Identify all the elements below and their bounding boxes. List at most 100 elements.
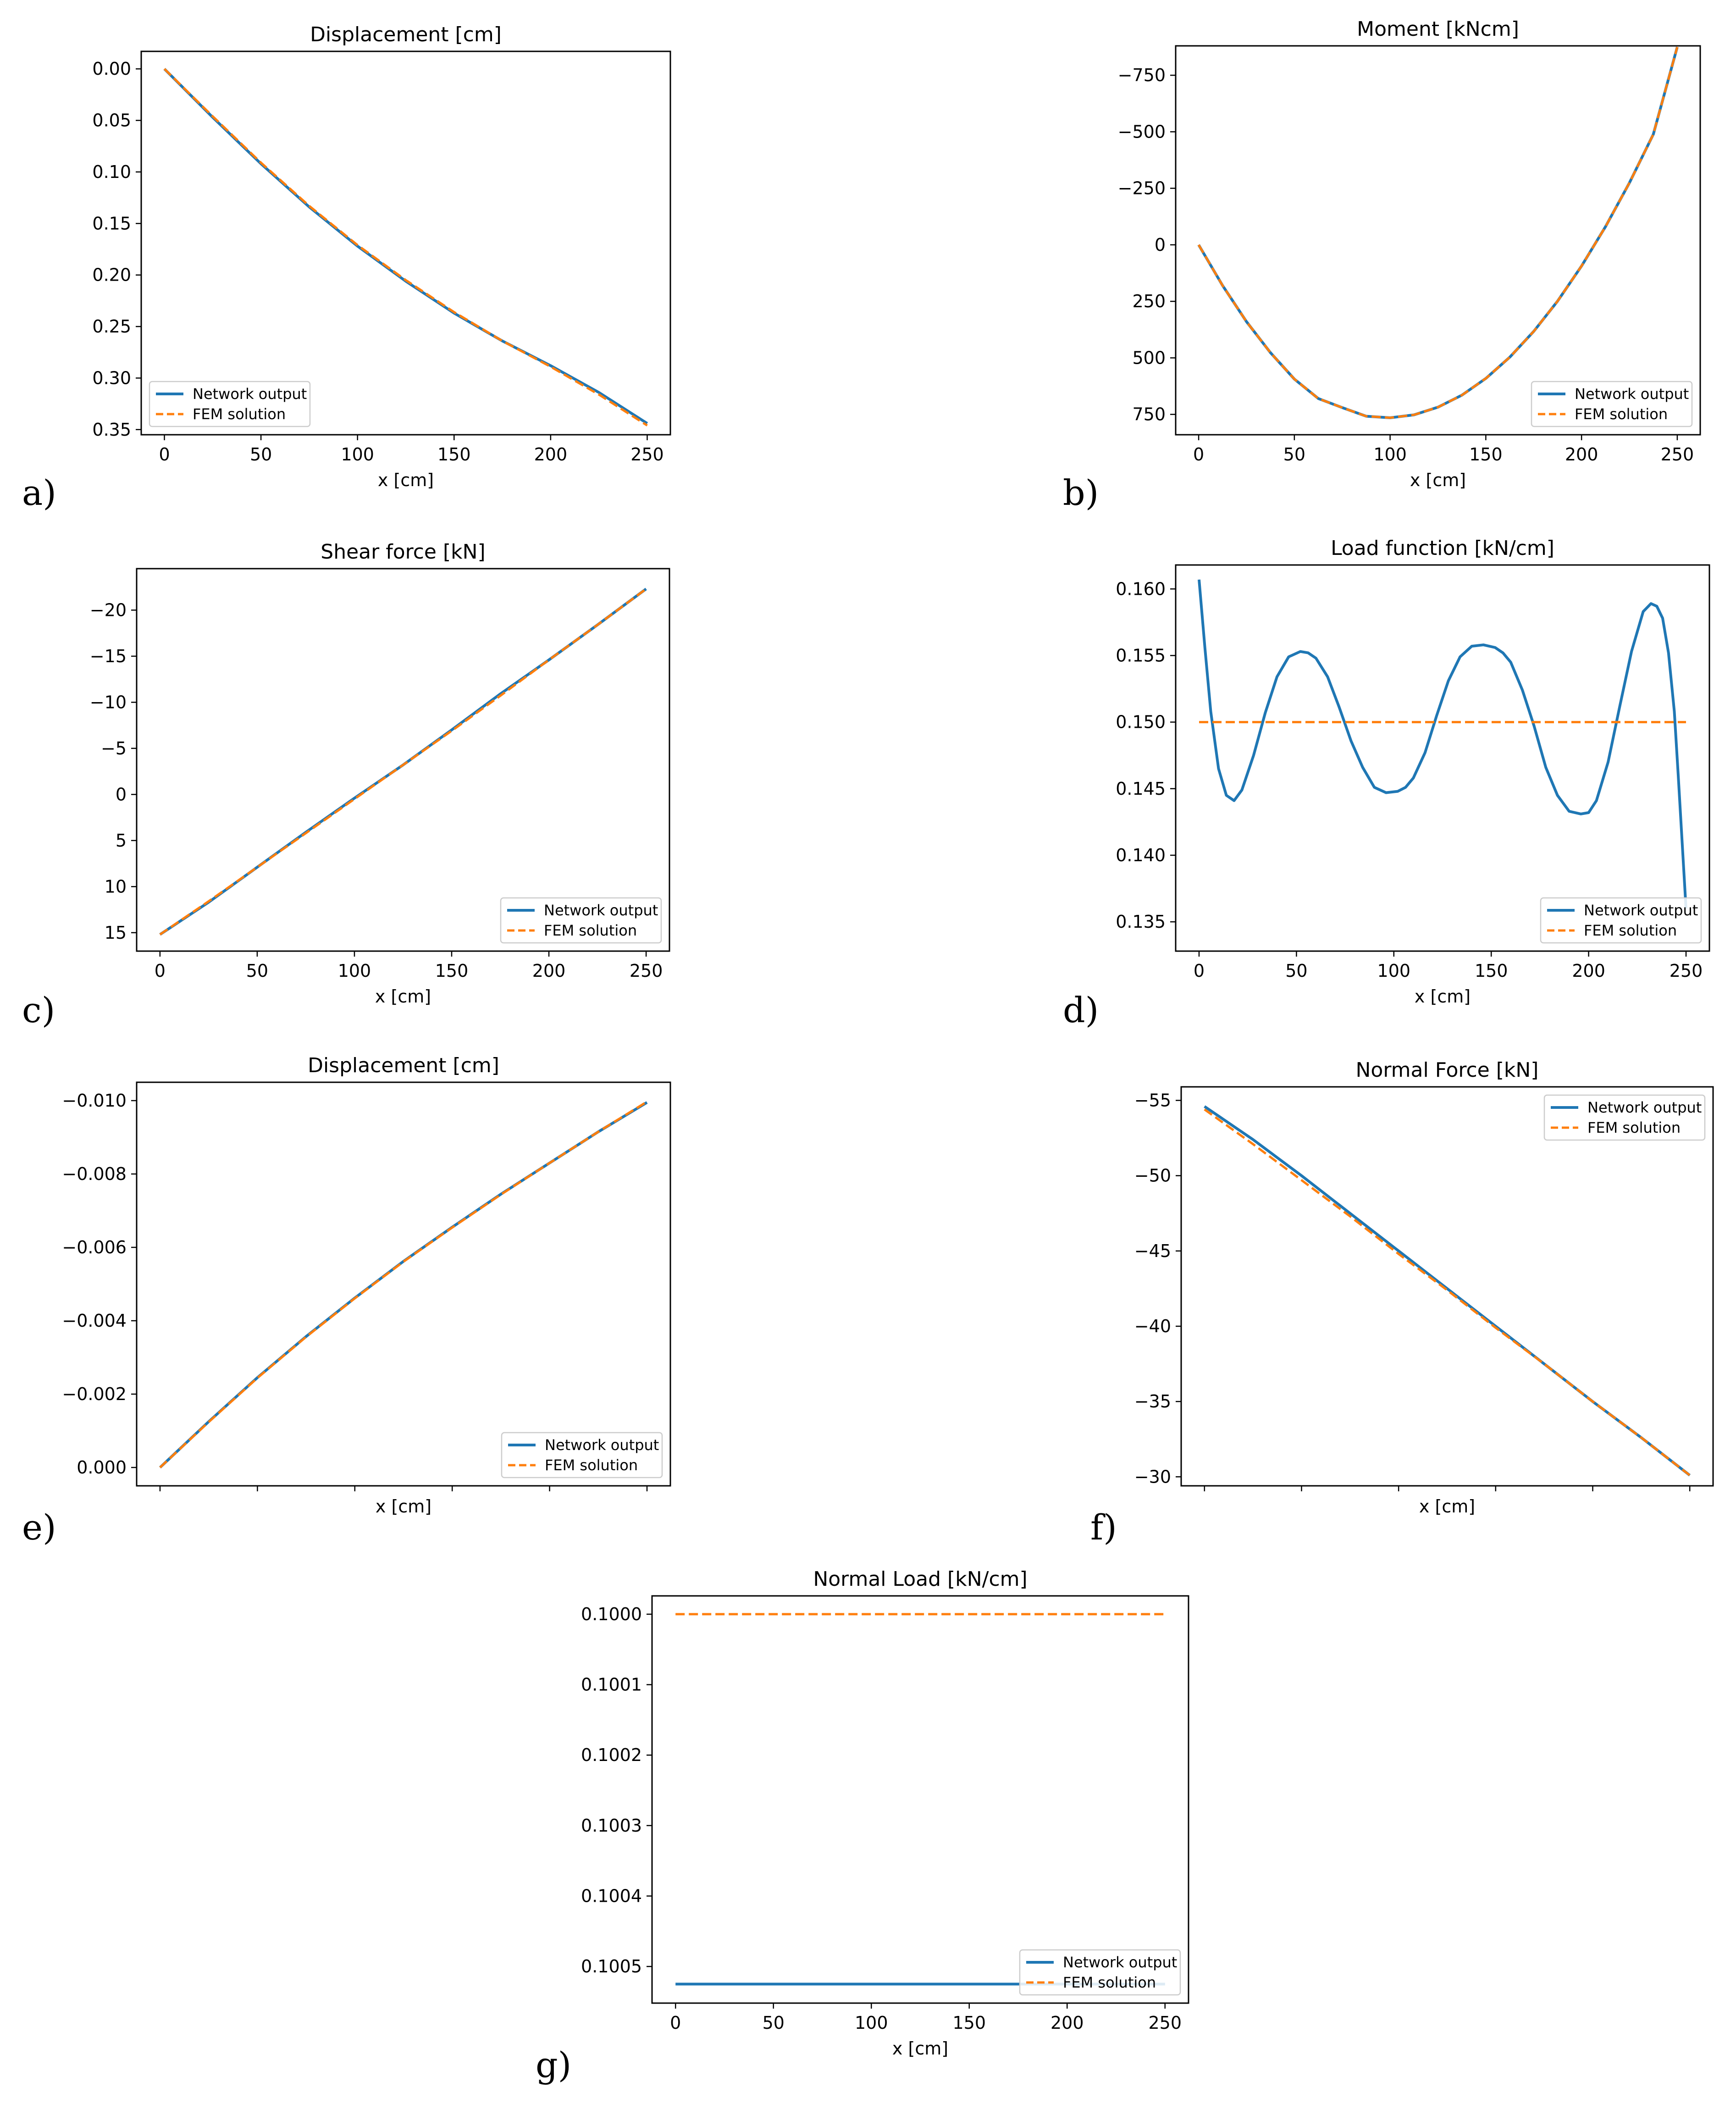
series-fem-solution xyxy=(163,68,648,426)
legend-label: Network output xyxy=(1584,902,1698,919)
y-tick-label: −40 xyxy=(1134,1316,1171,1336)
legend: Network output FEM solution xyxy=(149,381,311,427)
legend: Network output FEM solution xyxy=(1543,1094,1706,1141)
x-tick-label: 50 xyxy=(1285,961,1307,981)
chart-a: Displacement [cm] 0 50 100 150 200 250 x [cm] 0.… xyxy=(92,23,671,490)
chart-title: Normal Load [kN/cm] xyxy=(813,1567,1027,1591)
y-tick-label: −45 xyxy=(1134,1241,1171,1261)
series-network-output xyxy=(1198,579,1687,909)
y-tick-label: 750 xyxy=(1132,404,1166,425)
legend-label: Network output xyxy=(545,1436,659,1454)
y-tick-label: 0.140 xyxy=(1116,845,1166,865)
legend-label: Network output xyxy=(1587,1099,1702,1116)
panel-label-c: c) xyxy=(22,990,55,1030)
y-tick-label: 250 xyxy=(1132,291,1166,311)
x-tick-label: 200 xyxy=(1565,444,1598,465)
x-tick-label: 0 xyxy=(1193,444,1204,465)
x-tick-label: 200 xyxy=(1572,961,1605,981)
y-tick-label: 0.30 xyxy=(92,368,131,388)
legend-label: Network output xyxy=(544,902,658,919)
legend-box xyxy=(149,381,311,427)
y-tick-label: 0.20 xyxy=(92,265,131,285)
chart-g: Normal Load [kN/cm] 0 50 100 150 200 250 x [cm]… xyxy=(581,1567,1189,2059)
y-tick-label: 0.15 xyxy=(92,213,131,233)
x-axis-label: x [cm] xyxy=(375,986,431,1007)
y-tick-label: −0.010 xyxy=(62,1091,127,1111)
legend-label: FEM solution xyxy=(1584,922,1677,939)
y-tick-label: −5 xyxy=(101,738,127,759)
series-network-output xyxy=(163,68,648,425)
plot-frame xyxy=(1175,564,1710,952)
legend: Network output FEM solution xyxy=(1540,897,1702,944)
x-axis-label: x [cm] xyxy=(378,470,434,490)
x-tick-label: 100 xyxy=(341,444,374,465)
x-tick-label: 100 xyxy=(1373,444,1407,465)
y-tick-label: −20 xyxy=(90,600,127,620)
y-tick-label: −55 xyxy=(1134,1091,1171,1111)
y-tick-label: −0.004 xyxy=(62,1311,127,1331)
series-fem-solution xyxy=(1197,46,1679,419)
y-tick-label: −750 xyxy=(1118,65,1166,85)
x-tick-label: 250 xyxy=(630,444,664,465)
y-tick-label: 0.1001 xyxy=(581,1675,642,1695)
panel-label-f: f) xyxy=(1090,1507,1117,1548)
y-tick-label: 0 xyxy=(116,784,127,804)
y-tick-label: −0.006 xyxy=(62,1237,127,1257)
x-tick-label: 100 xyxy=(338,961,371,981)
chart-f: Normal Force [kN] x [cm] −55 −50 −45 −40 −35 −3… xyxy=(1134,1058,1714,1517)
x-tick-label: 50 xyxy=(246,961,268,981)
legend-label: FEM solution xyxy=(545,1456,638,1474)
panel-label-d: d) xyxy=(1063,990,1099,1030)
x-tick-label: 150 xyxy=(435,961,469,981)
legend-box xyxy=(1540,897,1702,944)
y-tick-label: 0.1000 xyxy=(581,1604,642,1624)
x-tick-label: 0 xyxy=(155,961,166,981)
legend-label: FEM solution xyxy=(544,922,637,939)
panel-label-a: a) xyxy=(22,472,56,513)
chart-e: Displacement [cm] x [cm] −0.010 −0.008 −0.00… xyxy=(62,1054,671,1517)
plot-frame xyxy=(140,50,671,436)
x-tick-label: 250 xyxy=(630,961,663,981)
legend-label: FEM solution xyxy=(1575,405,1668,423)
legend: Network output FEM solution xyxy=(1531,381,1693,427)
y-tick-label: −0.008 xyxy=(62,1164,127,1184)
x-tick-label: 200 xyxy=(532,961,566,981)
chart-title: Normal Force [kN] xyxy=(1356,1058,1539,1082)
legend-label: FEM solution xyxy=(1587,1119,1681,1136)
x-axis-label: x [cm] xyxy=(1410,470,1466,490)
legend-label: Network output xyxy=(1575,385,1689,403)
legend: Network output FEM solution xyxy=(500,897,662,944)
chart-title: Load function [kN/cm] xyxy=(1331,537,1554,560)
series-fem-solution xyxy=(159,588,647,936)
x-tick-label: 100 xyxy=(855,2013,888,2033)
y-tick-label: 5 xyxy=(116,831,127,851)
y-tick-label: −50 xyxy=(1134,1166,1171,1186)
legend-label: FEM solution xyxy=(193,405,286,423)
y-tick-label: 0.05 xyxy=(92,111,131,131)
y-tick-label: −10 xyxy=(90,692,127,712)
x-tick-label: 200 xyxy=(534,444,568,465)
y-tick-label: 0.00 xyxy=(92,59,131,79)
y-tick-label: 0.000 xyxy=(77,1457,127,1478)
legend-box xyxy=(1019,1949,1181,1996)
legend-label: Network output xyxy=(1063,1954,1177,1971)
y-tick-label: 500 xyxy=(1132,348,1166,368)
x-tick-label: 50 xyxy=(250,444,272,465)
chart-title: Moment [kNcm] xyxy=(1357,17,1519,41)
x-tick-label: 50 xyxy=(763,2013,785,2033)
chart-title: Shear force [kN] xyxy=(321,540,485,564)
x-tick-label: 0 xyxy=(1194,961,1205,981)
y-tick-label: −35 xyxy=(1134,1391,1171,1412)
series-network-output xyxy=(1197,46,1679,419)
y-tick-label: 10 xyxy=(105,876,127,897)
legend-box xyxy=(500,897,662,944)
y-tick-label: 0.35 xyxy=(92,420,131,440)
y-tick-label: −500 xyxy=(1118,122,1166,142)
x-axis-label: x [cm] xyxy=(1419,1496,1475,1517)
legend-label: Network output xyxy=(193,385,307,403)
x-axis-label: x [cm] xyxy=(376,1496,431,1517)
y-tick-label: 0.160 xyxy=(1116,579,1166,599)
y-tick-label: 0.1005 xyxy=(581,1956,642,1977)
